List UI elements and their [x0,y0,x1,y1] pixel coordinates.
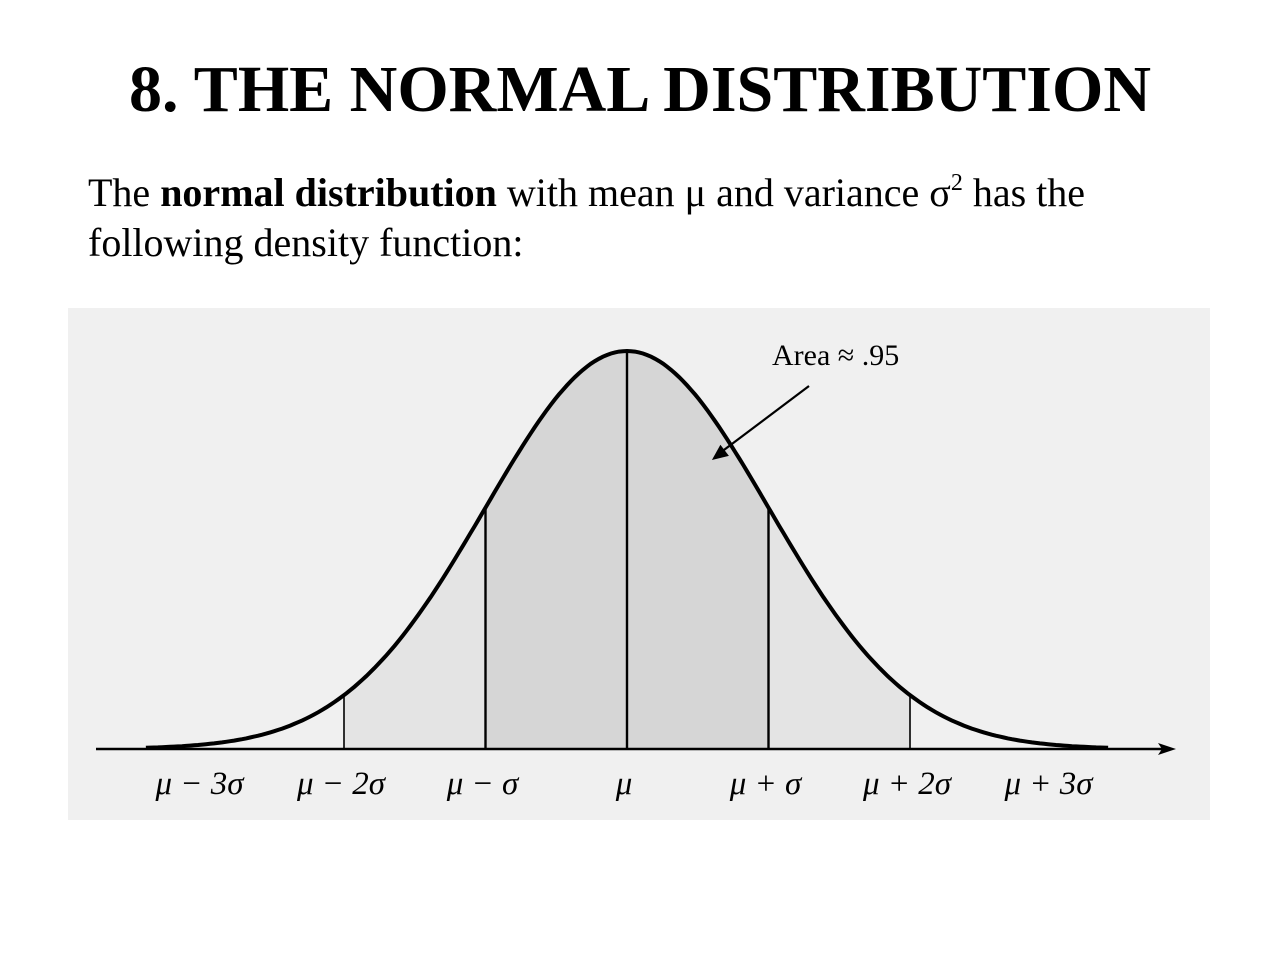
x-tick-label: μ − σ [446,766,520,802]
x-tick-label: μ − 2σ [296,766,387,802]
slide-title: 8. THE NORMAL DISTRIBUTION [128,53,1151,126]
intro-text: The normal distribution with mean μ and … [88,168,1208,268]
intro-middle: with mean μ and variance σ [496,170,951,215]
annotation-arrow-line [719,385,810,454]
intro-suffix: has the following density function: [88,170,1086,265]
x-tick-label: μ + 3σ [1003,766,1094,802]
x-tick-label: μ + σ [729,766,803,802]
intro-term: normal distribution [160,170,497,215]
x-axis-arrowhead [1158,743,1176,755]
density-curve [145,348,1109,750]
annotation-arrowhead [711,444,729,460]
x-tick-label: μ − 3σ [154,766,245,802]
x-tick-label: μ + 2σ [862,766,953,802]
area-annotation-label: Area ≈ .95 [772,339,899,372]
normal-distribution-figure: μ − 3σ μ − 2σ μ − σ μ μ + σ μ + 2σ μ + 3σ Area… [68,308,1210,820]
intro-exponent: 2 [950,169,963,196]
intro-prefix: The [88,170,161,215]
normal-curve-chart: μ − 3σ μ − 2σ μ − σ μ μ + σ μ + 2σ μ + 3σ Area… [68,308,1210,820]
x-tick-label: μ [615,766,633,802]
